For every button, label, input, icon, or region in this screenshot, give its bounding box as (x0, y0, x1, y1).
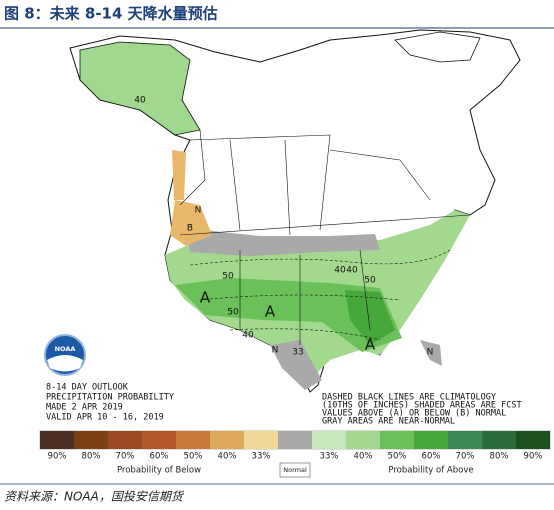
map-label: A (265, 303, 276, 321)
legend-label: 90% (524, 452, 543, 462)
legend-swatch (380, 431, 414, 449)
island (394, 31, 481, 63)
legend-swatch (176, 431, 210, 449)
map-label: N (427, 348, 434, 358)
legend-swatch (312, 431, 346, 449)
map-label: 50 (227, 308, 239, 318)
legend-label: 50% (184, 452, 203, 462)
notes-text: DASHED BLACK LINES ARE CLIMATOLOGY (322, 393, 496, 403)
figure-title: 图 8：未来 8-14 天降水量预估 (4, 5, 218, 23)
notes-text: GRAY AREAS ARE NEAR-NORMAL (322, 417, 455, 427)
legend-swatch (74, 431, 108, 449)
map-label: 40 (242, 331, 254, 341)
legend-normal-title: Normal (283, 466, 307, 474)
borders (179, 129, 471, 345)
legend-label: 33% (252, 452, 271, 462)
legend-swatch (142, 431, 176, 449)
source: 资料来源：NOAA，国投安信期货 (4, 490, 185, 504)
us-above-60 (345, 290, 395, 345)
map-label: B (187, 224, 193, 234)
map-label: N (195, 206, 202, 216)
map-label: 40 (346, 266, 358, 276)
below-coast (172, 150, 186, 200)
legend-swatch (414, 431, 448, 449)
map-label: 40 (134, 96, 146, 106)
legend-label: 50% (388, 452, 407, 462)
notes-text: (10THS OF INCHES) SHADED AREAS ARE FCST (322, 401, 522, 411)
legend-swatch (482, 431, 516, 449)
legend-swatch (448, 431, 482, 449)
legend-label: 60% (150, 452, 169, 462)
legend-swatch (278, 431, 312, 449)
legend-below-title: Probability of Below (117, 466, 201, 476)
legend-label: 80% (82, 452, 101, 462)
legend-swatch (244, 431, 278, 449)
outlook-text: PRECIPITATION PROBABILITY (46, 393, 174, 403)
legend-label: 70% (116, 452, 135, 462)
near-normal-florida (420, 340, 442, 366)
map-label: 33 (292, 348, 303, 358)
legend-label: 60% (422, 452, 441, 462)
legend-label: 70% (456, 452, 475, 462)
outlook-text: MADE 2 APR 2019 (46, 403, 123, 413)
noaa-logo-text: NOAA (55, 345, 76, 353)
legend-swatch (516, 431, 550, 449)
near-normal-north (185, 228, 380, 256)
map-label: 50 (364, 276, 376, 286)
alaska-above (79, 41, 201, 136)
legend-label: 40% (354, 452, 373, 462)
near-normal-south (270, 340, 322, 390)
outlook-text: VALID APR 10 - 16, 2019 (46, 413, 164, 423)
legend-swatch (346, 431, 380, 449)
legend-label: 33% (320, 452, 339, 462)
legend-normal-frame (279, 462, 311, 478)
legend-label: 80% (490, 452, 509, 462)
map-label: 50 (222, 272, 234, 282)
noaa-logo-wave (47, 355, 83, 372)
legend-above-title: Probability of Above (388, 466, 473, 476)
map-label: A (200, 289, 211, 307)
notes-text: VALUES ABOVE (A) OR BELOW (B) NORMAL (322, 409, 506, 419)
legend-label: 90% (48, 452, 67, 462)
map-label: N (272, 346, 279, 356)
map-label: A (365, 336, 376, 354)
legend-swatch (210, 431, 244, 449)
below-northwest (170, 200, 212, 246)
legend-swatch (108, 431, 142, 449)
legend-swatch (40, 431, 74, 449)
map-label: 40 (334, 266, 346, 276)
legend-label: 40% (218, 452, 237, 462)
outlook-text: 8-14 DAY OUTLOOK (46, 383, 129, 393)
